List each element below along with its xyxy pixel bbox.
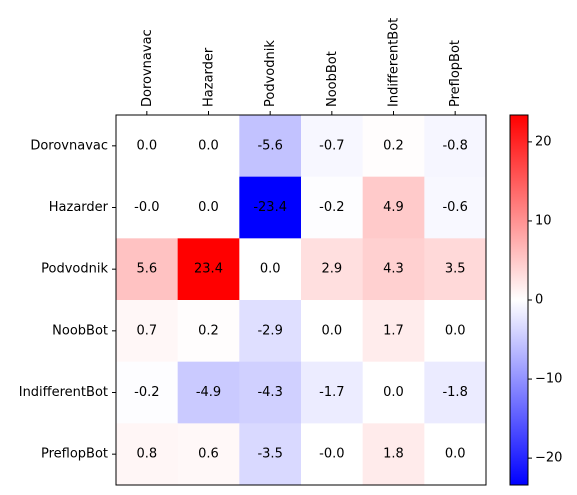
cell-value-label: -0.8 <box>442 138 467 153</box>
heatmap-cell <box>362 300 425 363</box>
heatmap-cell <box>116 423 179 486</box>
heatmap-cell <box>301 300 364 363</box>
heatmap-cells <box>116 115 487 486</box>
heatmap-cell <box>177 176 240 239</box>
y-tick-label: Hazarder <box>49 200 109 215</box>
x-tick-label: Hazarder <box>202 47 217 107</box>
cell-value-label: 0.0 <box>198 200 219 215</box>
heatmap-cell <box>362 115 425 178</box>
heatmap-cell <box>239 423 302 486</box>
cell-value-label: 0.0 <box>383 385 404 400</box>
x-tick-label: IndifferentBot <box>387 18 402 107</box>
colorbar-tick-label: −20 <box>535 451 562 466</box>
heatmap-cell <box>177 423 240 486</box>
heatmap-cell-labels: 0.0 0.0 -5.6 -0.7 0.2 -0.8 -0.0 0.0 -23.4 -0.2 4.9… <box>134 138 468 461</box>
colorbar-tick-label: 20 <box>535 134 552 149</box>
cell-value-label: -0.0 <box>134 200 159 215</box>
heatmap-cell <box>177 238 240 301</box>
x-axis-ticks: Dorovnavac Hazarder Podvodnik NoobBot Indiff… <box>140 18 463 115</box>
heatmap-cell <box>239 115 302 178</box>
y-axis-ticks: Dorovnavac Hazarder Podvodnik NoobBot Indiff… <box>19 138 116 462</box>
heatmap-cell <box>424 423 487 486</box>
cell-value-label: -23.4 <box>253 200 287 215</box>
cell-value-label: -4.9 <box>196 385 221 400</box>
heatmap-cell <box>239 361 302 424</box>
y-tick-label: PreflopBot <box>41 447 108 462</box>
y-tick-label: Podvodnik <box>41 262 108 277</box>
cell-value-label: -1.8 <box>442 385 467 400</box>
heatmap-cell <box>424 238 487 301</box>
cell-value-label: 2.9 <box>321 262 342 277</box>
heatmap-cell <box>239 300 302 363</box>
cell-value-label: 4.9 <box>383 200 404 215</box>
heatmap-cell <box>424 361 487 424</box>
heatmap-cell <box>116 300 179 363</box>
colorbar-ticks: −20 −10 0 10 20 <box>528 134 562 466</box>
cell-value-label: -0.7 <box>319 138 344 153</box>
colorbar-tick-label: −10 <box>535 372 562 387</box>
colorbar-tick-label: 10 <box>535 213 552 228</box>
cell-value-label: 5.6 <box>136 262 157 277</box>
cell-value-label: 0.8 <box>136 447 157 462</box>
heatmap-cell <box>424 300 487 363</box>
heatmap-frame <box>115 114 487 486</box>
colorbar <box>509 114 529 486</box>
cell-value-label: 0.2 <box>198 323 219 338</box>
cell-value-label: -0.2 <box>319 200 344 215</box>
y-tick-label: Dorovnavac <box>30 138 108 153</box>
cell-value-label: 0.0 <box>260 262 281 277</box>
x-tick-label: Dorovnavac <box>140 29 155 107</box>
heatmap-cell <box>362 176 425 239</box>
cell-value-label: 0.7 <box>136 323 157 338</box>
heatmap-cell <box>424 176 487 239</box>
heatmap-cell <box>116 238 179 301</box>
cell-value-label: 1.8 <box>383 447 404 462</box>
y-tick-label: NoobBot <box>52 323 108 338</box>
heatmap-cell <box>301 115 364 178</box>
heatmap-cell <box>116 115 179 178</box>
heatmap-cell <box>116 176 179 239</box>
heatmap-cell <box>301 238 364 301</box>
heatmap-cell <box>362 361 425 424</box>
heatmap-cell <box>362 238 425 301</box>
heatmap-cell <box>116 361 179 424</box>
x-tick-label: NoobBot <box>325 51 340 107</box>
cell-value-label: 0.0 <box>198 138 219 153</box>
heatmap-cell <box>177 300 240 363</box>
cell-value-label: 23.4 <box>194 262 223 277</box>
cell-value-label: 0.0 <box>445 323 466 338</box>
cell-value-label: 0.0 <box>321 323 342 338</box>
cell-value-label: 3.5 <box>445 262 466 277</box>
cell-value-label: 0.0 <box>445 447 466 462</box>
cell-value-label: 0.2 <box>383 138 404 153</box>
cell-value-label: -1.7 <box>319 385 344 400</box>
y-tick-label: IndifferentBot <box>19 385 108 400</box>
cell-value-label: -4.3 <box>257 385 282 400</box>
heatmap-cell <box>301 423 364 486</box>
x-tick-label: PreflopBot <box>448 40 463 107</box>
cell-value-label: -2.9 <box>257 323 282 338</box>
heatmap-cell <box>177 115 240 178</box>
cell-value-label: 0.6 <box>198 447 219 462</box>
cell-value-label: 4.3 <box>383 262 404 277</box>
heatmap-cell <box>424 115 487 178</box>
cell-value-label: -0.0 <box>319 447 344 462</box>
heatmap-cell <box>301 176 364 239</box>
x-tick-label: Podvodnik <box>263 40 278 107</box>
heatmap-cell <box>362 423 425 486</box>
cell-value-label: -5.6 <box>257 138 282 153</box>
colorbar-tick-label: 0 <box>535 293 543 308</box>
heatmap-cell <box>301 361 364 424</box>
heatmap-cell <box>239 176 302 239</box>
heatmap-cell <box>239 238 302 301</box>
cell-value-label: 1.7 <box>383 323 404 338</box>
heatmap-cell <box>177 361 240 424</box>
cell-value-label: -0.2 <box>134 385 159 400</box>
cell-value-label: -0.6 <box>442 200 467 215</box>
cell-value-label: -3.5 <box>257 447 282 462</box>
cell-value-label: 0.0 <box>136 138 157 153</box>
